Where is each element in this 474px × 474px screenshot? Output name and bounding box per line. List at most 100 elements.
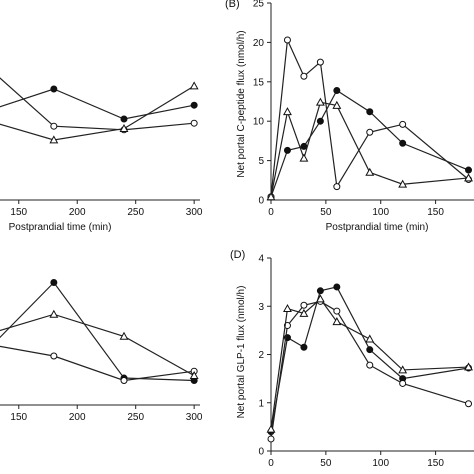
data-point [266, 192, 276, 201]
data-point [316, 287, 324, 295]
data-point [333, 183, 341, 191]
data-point [333, 86, 341, 94]
data-point [266, 424, 276, 433]
data-point [399, 120, 407, 128]
data-point [267, 435, 275, 443]
data-point [120, 115, 128, 123]
data-point [316, 58, 324, 66]
data-point [333, 307, 341, 315]
data-point [366, 128, 374, 136]
data-point [366, 346, 374, 354]
data-point [398, 365, 408, 374]
series-line-open-circle [0, 77, 195, 131]
y-tick-label: 1 [258, 398, 264, 409]
x-tick-label: 150 [10, 412, 27, 423]
x-tick-label: 0 [268, 207, 274, 218]
x-tick-label: 150 [10, 207, 27, 218]
x-tick-label: 100 [372, 458, 389, 469]
x-tick-label: 250 [127, 412, 144, 423]
x-tick-label: 250 [127, 207, 144, 218]
data-point [333, 283, 341, 291]
x-axis-label: Postprandial time (min) [9, 222, 112, 233]
data-point [50, 85, 58, 93]
data-point [300, 301, 308, 309]
x-tick-label: 300 [186, 207, 203, 218]
x-tick-label: 150 [427, 458, 444, 469]
data-point [399, 379, 407, 387]
chart-panel-a: 150 200 250 300 Postprandial time (min) [0, 77, 203, 233]
series-line-open-triangle [270, 101, 469, 197]
data-point [365, 334, 375, 343]
series-line-filled-circle [0, 281, 195, 382]
data-point [283, 36, 291, 44]
series-line-filled-circle [0, 88, 195, 120]
y-tick-label: 15 [253, 77, 265, 88]
series-line-open-circle [270, 300, 469, 440]
series-line-open-circle [0, 345, 195, 382]
data-point [464, 173, 473, 182]
y-tick-label: 3 [258, 302, 264, 313]
y-tick-label: 0 [258, 447, 264, 458]
x-tick-label: 50 [320, 207, 332, 218]
series-line-open-triangle [0, 85, 195, 141]
data-point [119, 331, 129, 340]
data-point [189, 370, 199, 379]
data-point [465, 166, 473, 174]
panel-label: (B) [225, 0, 240, 10]
chart-panel-b: 0 50 100 150 0 5 10 15 20 25 Postprandial time (mi… [225, 0, 474, 233]
y-axis-label: Net portal GLP-1 flux (nmol/h) [236, 286, 247, 419]
x-tick-label: 100 [372, 207, 389, 218]
y-tick-label: 4 [258, 254, 264, 265]
series-line-open-triangle [0, 313, 195, 377]
data-point [120, 377, 128, 384]
data-point [399, 139, 407, 147]
data-point [300, 142, 308, 150]
data-point [316, 117, 324, 125]
chart-panel-d: 0 50 100 150 0 1 2 3 4 Net portal GLP-1 flux (nmo… [230, 249, 474, 469]
y-tick-label: 5 [258, 156, 264, 167]
data-point [299, 308, 309, 317]
x-tick-label: 200 [69, 412, 86, 423]
data-point [315, 97, 325, 106]
y-tick-label: 10 [253, 117, 265, 128]
data-point [300, 343, 308, 351]
y-tick-label: 2 [258, 350, 264, 361]
data-point [464, 362, 473, 371]
x-tick-label: 150 [427, 207, 444, 218]
y-axis-label: Net portal C-peptide flux (nmol/h) [236, 30, 247, 177]
series-line-open-circle [270, 37, 469, 197]
x-tick-label: 200 [69, 207, 86, 218]
data-point [300, 72, 308, 80]
data-point [190, 101, 198, 109]
x-tick-label: 300 [186, 412, 203, 423]
data-point [366, 108, 374, 116]
data-point [50, 352, 58, 360]
data-point [465, 400, 473, 408]
data-point [119, 123, 129, 132]
data-point [50, 122, 58, 130]
chart-panel-c: 150 200 250 300 [0, 279, 203, 423]
data-point [50, 279, 58, 286]
data-point [49, 309, 59, 318]
data-point [332, 317, 342, 326]
data-point [398, 179, 408, 188]
data-point [283, 107, 292, 116]
y-tick-label: 20 [253, 38, 265, 49]
y-tick-label: 25 [253, 0, 265, 10]
panel-label: (D) [230, 249, 245, 261]
x-tick-label: 50 [320, 458, 332, 469]
data-point [332, 100, 342, 109]
data-point [190, 119, 198, 127]
data-point [283, 304, 292, 313]
data-point [49, 135, 59, 144]
y-tick-label: 0 [258, 196, 264, 207]
data-point [366, 361, 374, 369]
data-point [283, 146, 291, 154]
data-point [189, 81, 199, 90]
x-tick-label: 0 [268, 458, 274, 469]
data-point [365, 167, 375, 176]
data-point [315, 294, 325, 303]
x-axis-label: Postprandial time (min) [326, 222, 429, 233]
data-point [299, 153, 309, 162]
